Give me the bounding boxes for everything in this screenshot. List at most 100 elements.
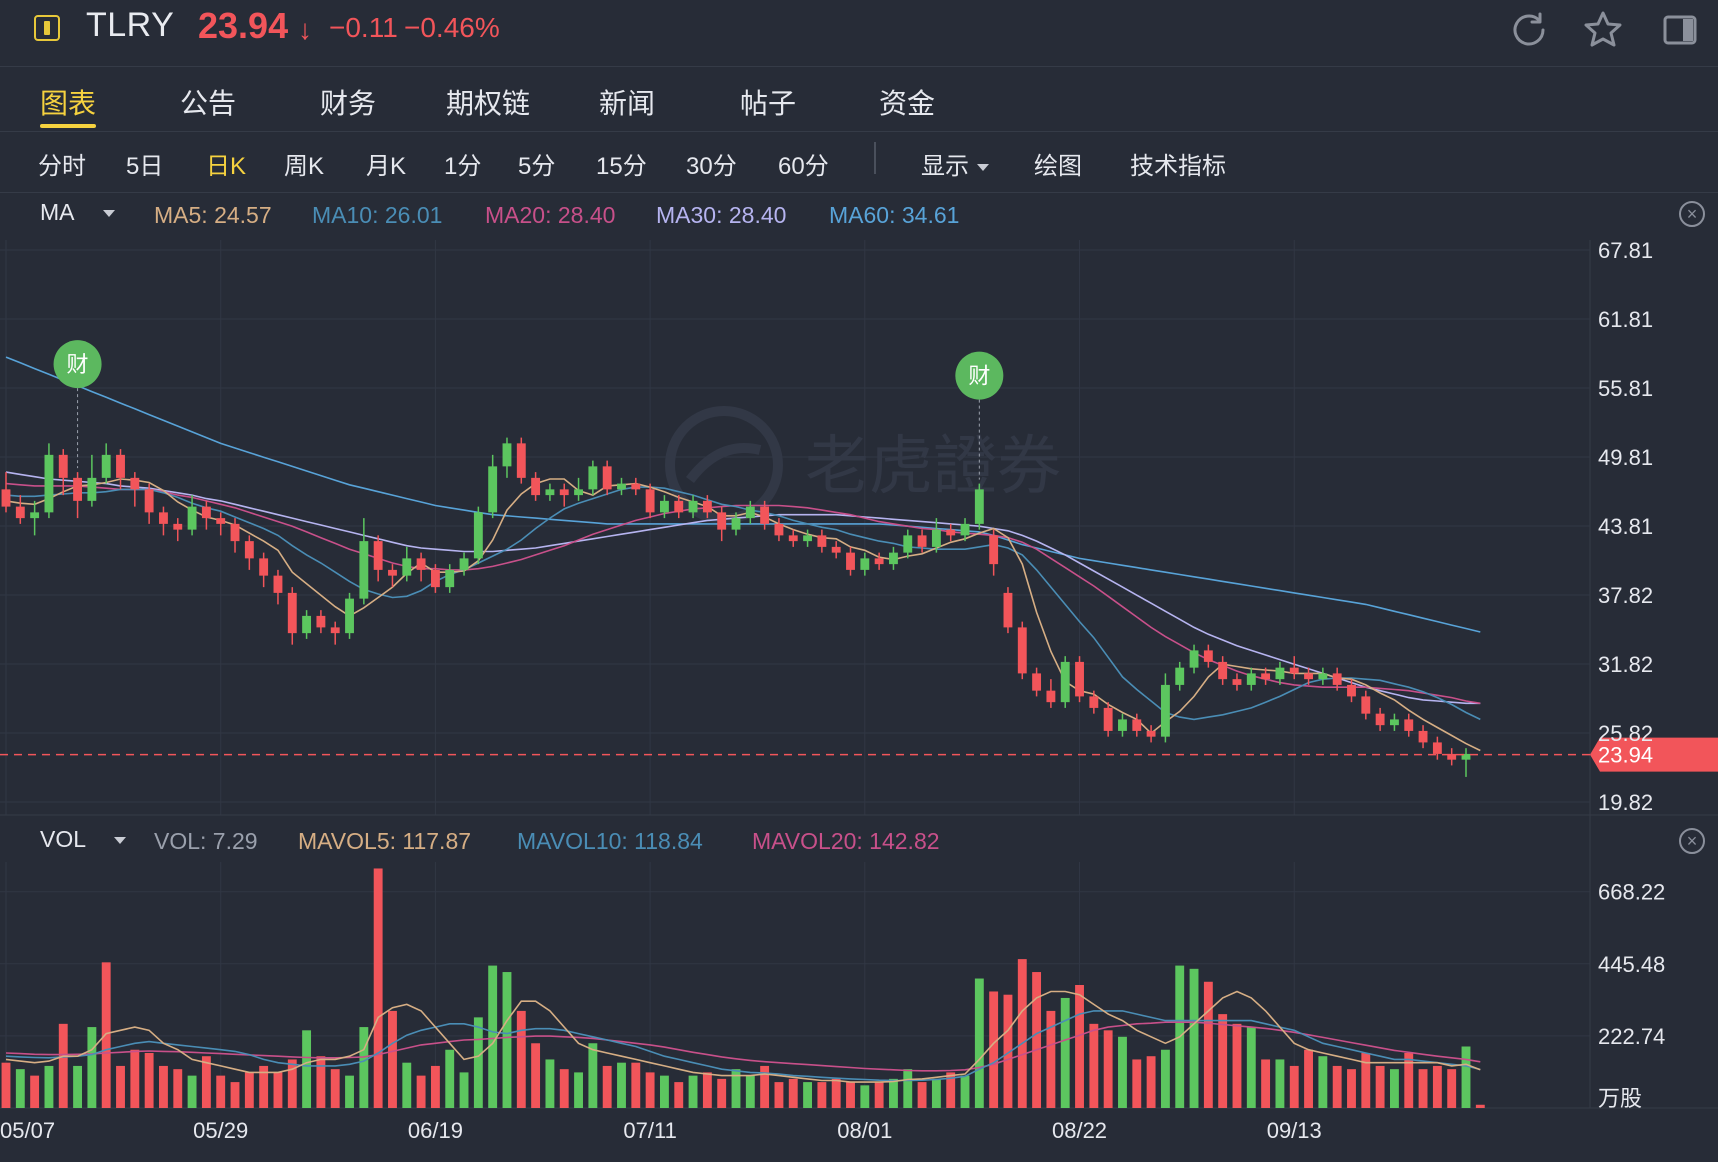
volume-bar — [1461, 1046, 1471, 1108]
watermark-text: 老虎證券 — [805, 430, 1061, 502]
tab-financials[interactable]: 财务 — [320, 88, 377, 119]
timeframe-60min[interactable]: 60分 — [778, 153, 829, 180]
candle-body — [416, 558, 426, 570]
candle-body — [130, 477, 140, 490]
ma-lines — [5, 356, 1481, 752]
toolbar-separator — [874, 142, 876, 174]
candle-body — [617, 483, 626, 490]
last-price: 23.94 — [198, 5, 289, 46]
candle-body — [989, 535, 999, 565]
timeframe-30min[interactable]: 30分 — [686, 153, 737, 180]
volume-bar — [1361, 1052, 1371, 1108]
last-price-tag-label: 23.94 — [1598, 743, 1653, 768]
volume-bar — [502, 972, 512, 1108]
candle-body — [702, 500, 712, 513]
mavol20-value: MAVOL20: 142.82 — [752, 828, 940, 854]
tab-capital-flow[interactable]: 资金 — [879, 88, 936, 119]
timeframe-monthly[interactable]: 月K — [366, 153, 407, 180]
candle-body — [1203, 650, 1213, 662]
tab-news[interactable]: 新闻 — [599, 88, 656, 119]
volume-tick-label: 222.74 — [1598, 1024, 1665, 1049]
volume-bar — [1404, 1052, 1414, 1108]
volume-bar — [659, 1075, 669, 1108]
favorite-star-icon[interactable] — [1581, 8, 1625, 52]
ma20-value: MA20: 28.40 — [485, 202, 616, 228]
tab-announcements[interactable]: 公告 — [180, 88, 237, 119]
candle-body — [488, 466, 498, 513]
volume-bar — [1146, 1056, 1156, 1108]
timeframe-weekly[interactable]: 周K — [284, 153, 325, 180]
candle-body — [1046, 690, 1056, 703]
candle-body — [860, 558, 870, 570]
candle-body — [645, 489, 655, 513]
indicators-button[interactable]: 技术指标 — [1130, 153, 1226, 180]
volume-bar — [946, 1072, 956, 1108]
volume-bar — [273, 1072, 283, 1108]
candle-body — [1175, 667, 1185, 685]
volume-bar — [674, 1082, 684, 1108]
candle-body — [44, 454, 54, 513]
volume-bar — [617, 1062, 626, 1108]
candle-body — [1361, 696, 1371, 714]
volume-bar — [473, 1017, 483, 1108]
candle-body — [402, 558, 412, 576]
close-ma-panel-icon[interactable]: × — [1679, 201, 1705, 227]
toolbar-divider — [0, 192, 1718, 193]
last-price-tag — [1590, 737, 1718, 772]
candle-body — [817, 535, 827, 547]
header-divider — [0, 66, 1718, 67]
candle-body — [659, 500, 669, 513]
timeframe-5min[interactable]: 5分 — [518, 153, 556, 180]
display-dropdown[interactable]: 显示 — [921, 146, 989, 181]
volume-bar — [1046, 1010, 1056, 1108]
candle-body — [516, 443, 526, 478]
candle-body — [201, 506, 211, 519]
volume-bar — [989, 991, 999, 1108]
candle-body — [1261, 673, 1271, 680]
candle-body — [87, 477, 97, 501]
volume-bar — [1003, 994, 1013, 1108]
price-tick-label: 61.81 — [1598, 307, 1653, 332]
candle-body — [1389, 719, 1399, 726]
volume-bar — [1318, 1056, 1328, 1108]
candle-body — [101, 454, 111, 478]
volume-bar — [1160, 1049, 1170, 1108]
volume-bar — [416, 1075, 426, 1108]
tab-options-chain[interactable]: 期权链 — [446, 88, 531, 119]
volume-bar — [788, 1078, 798, 1108]
candle-body — [903, 535, 913, 553]
vol-indicator-select[interactable]: VOL — [40, 826, 127, 853]
candle-body — [1132, 719, 1142, 731]
candle-body — [1103, 707, 1113, 731]
volume-bar — [15, 1069, 25, 1108]
candle-body — [917, 535, 927, 547]
timeframe-1min[interactable]: 1分 — [444, 153, 482, 180]
volume-bar — [1075, 985, 1084, 1108]
refresh-icon[interactable] — [1507, 8, 1551, 52]
volume-bar — [73, 1065, 83, 1108]
timeframe-15min[interactable]: 15分 — [596, 153, 647, 180]
volume-bar — [130, 1049, 140, 1108]
watchlist-toggle-icon[interactable] — [34, 15, 60, 41]
close-vol-panel-icon[interactable]: × — [1679, 828, 1705, 854]
tab-posts[interactable]: 帖子 — [740, 88, 797, 119]
active-tab-indicator — [40, 124, 96, 128]
tab-chart[interactable]: 图表 — [40, 88, 97, 119]
mavol10-value: MAVOL10: 118.84 — [517, 828, 703, 854]
timeframe-intraday[interactable]: 分时 — [38, 153, 86, 180]
volume-bar — [817, 1082, 827, 1108]
side-panel-icon[interactable] — [1658, 8, 1702, 52]
candle-body — [803, 535, 813, 542]
ma-indicator-select[interactable]: MA — [40, 199, 115, 226]
timeframe-5d[interactable]: 5日 — [126, 153, 164, 180]
volume-bar — [1118, 1036, 1127, 1108]
candle-body — [931, 529, 941, 547]
candle-body — [531, 477, 541, 496]
volume-bar — [302, 1030, 312, 1108]
volume-bar — [116, 1065, 125, 1108]
candle-body — [116, 454, 125, 478]
draw-button[interactable]: 绘图 — [1034, 153, 1082, 180]
price-tick-label: 49.81 — [1598, 445, 1653, 470]
timeframe-daily[interactable]: 日K — [206, 153, 247, 180]
